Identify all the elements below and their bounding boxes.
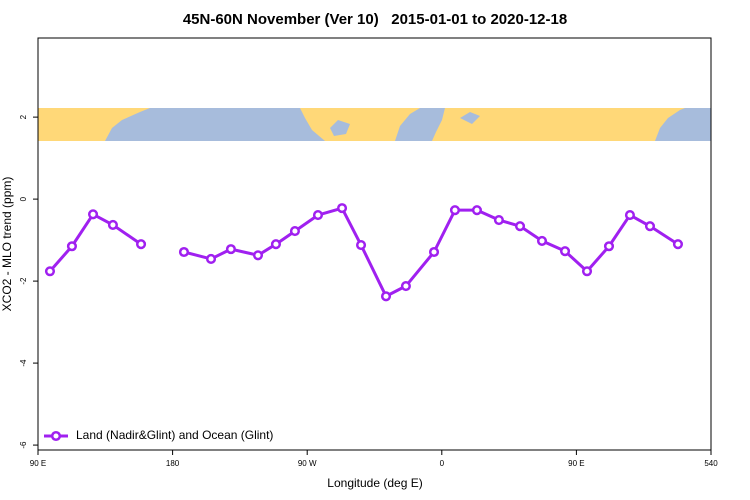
point [514,221,526,232]
legend-label: Land (Nadir&Glint) and Ocean (Glint) [76,428,273,442]
point [400,280,411,292]
point [603,241,615,252]
y-tick-label: 2 [19,114,28,119]
y-axis-label: XCO2 - MLO trend (ppm) [0,177,14,312]
point [205,253,217,265]
point [225,244,236,255]
point [559,246,571,257]
point [493,214,504,226]
point [178,246,190,258]
legend-marker [50,430,62,442]
map-band [38,108,711,141]
point [336,203,348,214]
point [270,239,281,250]
point [44,266,56,277]
x-tick-label: 90 E [30,459,46,468]
x-tick-label: 90 W [298,459,317,468]
y-tick-label: 0 [19,196,28,201]
point [355,239,367,251]
plot-frame [37,37,712,451]
point [107,219,118,230]
y-tick-label: -4 [19,359,28,367]
point [135,239,147,250]
point [87,209,99,220]
point [536,235,548,246]
point [672,239,683,250]
chart-title: 45N-60N November (Ver 10) 2015-01-01 to … [183,11,567,28]
point [471,205,482,216]
x-tick-label: 540 [704,459,718,468]
point [624,210,635,221]
point [581,266,593,277]
point [252,250,264,261]
x-tick-label: 90 E [568,459,584,468]
point [289,226,300,237]
point [380,291,392,302]
point [449,205,461,216]
y-tick-label: -6 [19,441,28,449]
point [66,241,77,252]
x-tick-label: 0 [440,459,445,468]
point [312,210,324,221]
x-axis-label: Longitude (deg E) [327,476,422,490]
x-tick-label: 180 [166,459,180,468]
series-line [48,206,679,298]
point [428,246,440,258]
y-tick-label: -2 [19,277,28,285]
point [644,221,656,232]
